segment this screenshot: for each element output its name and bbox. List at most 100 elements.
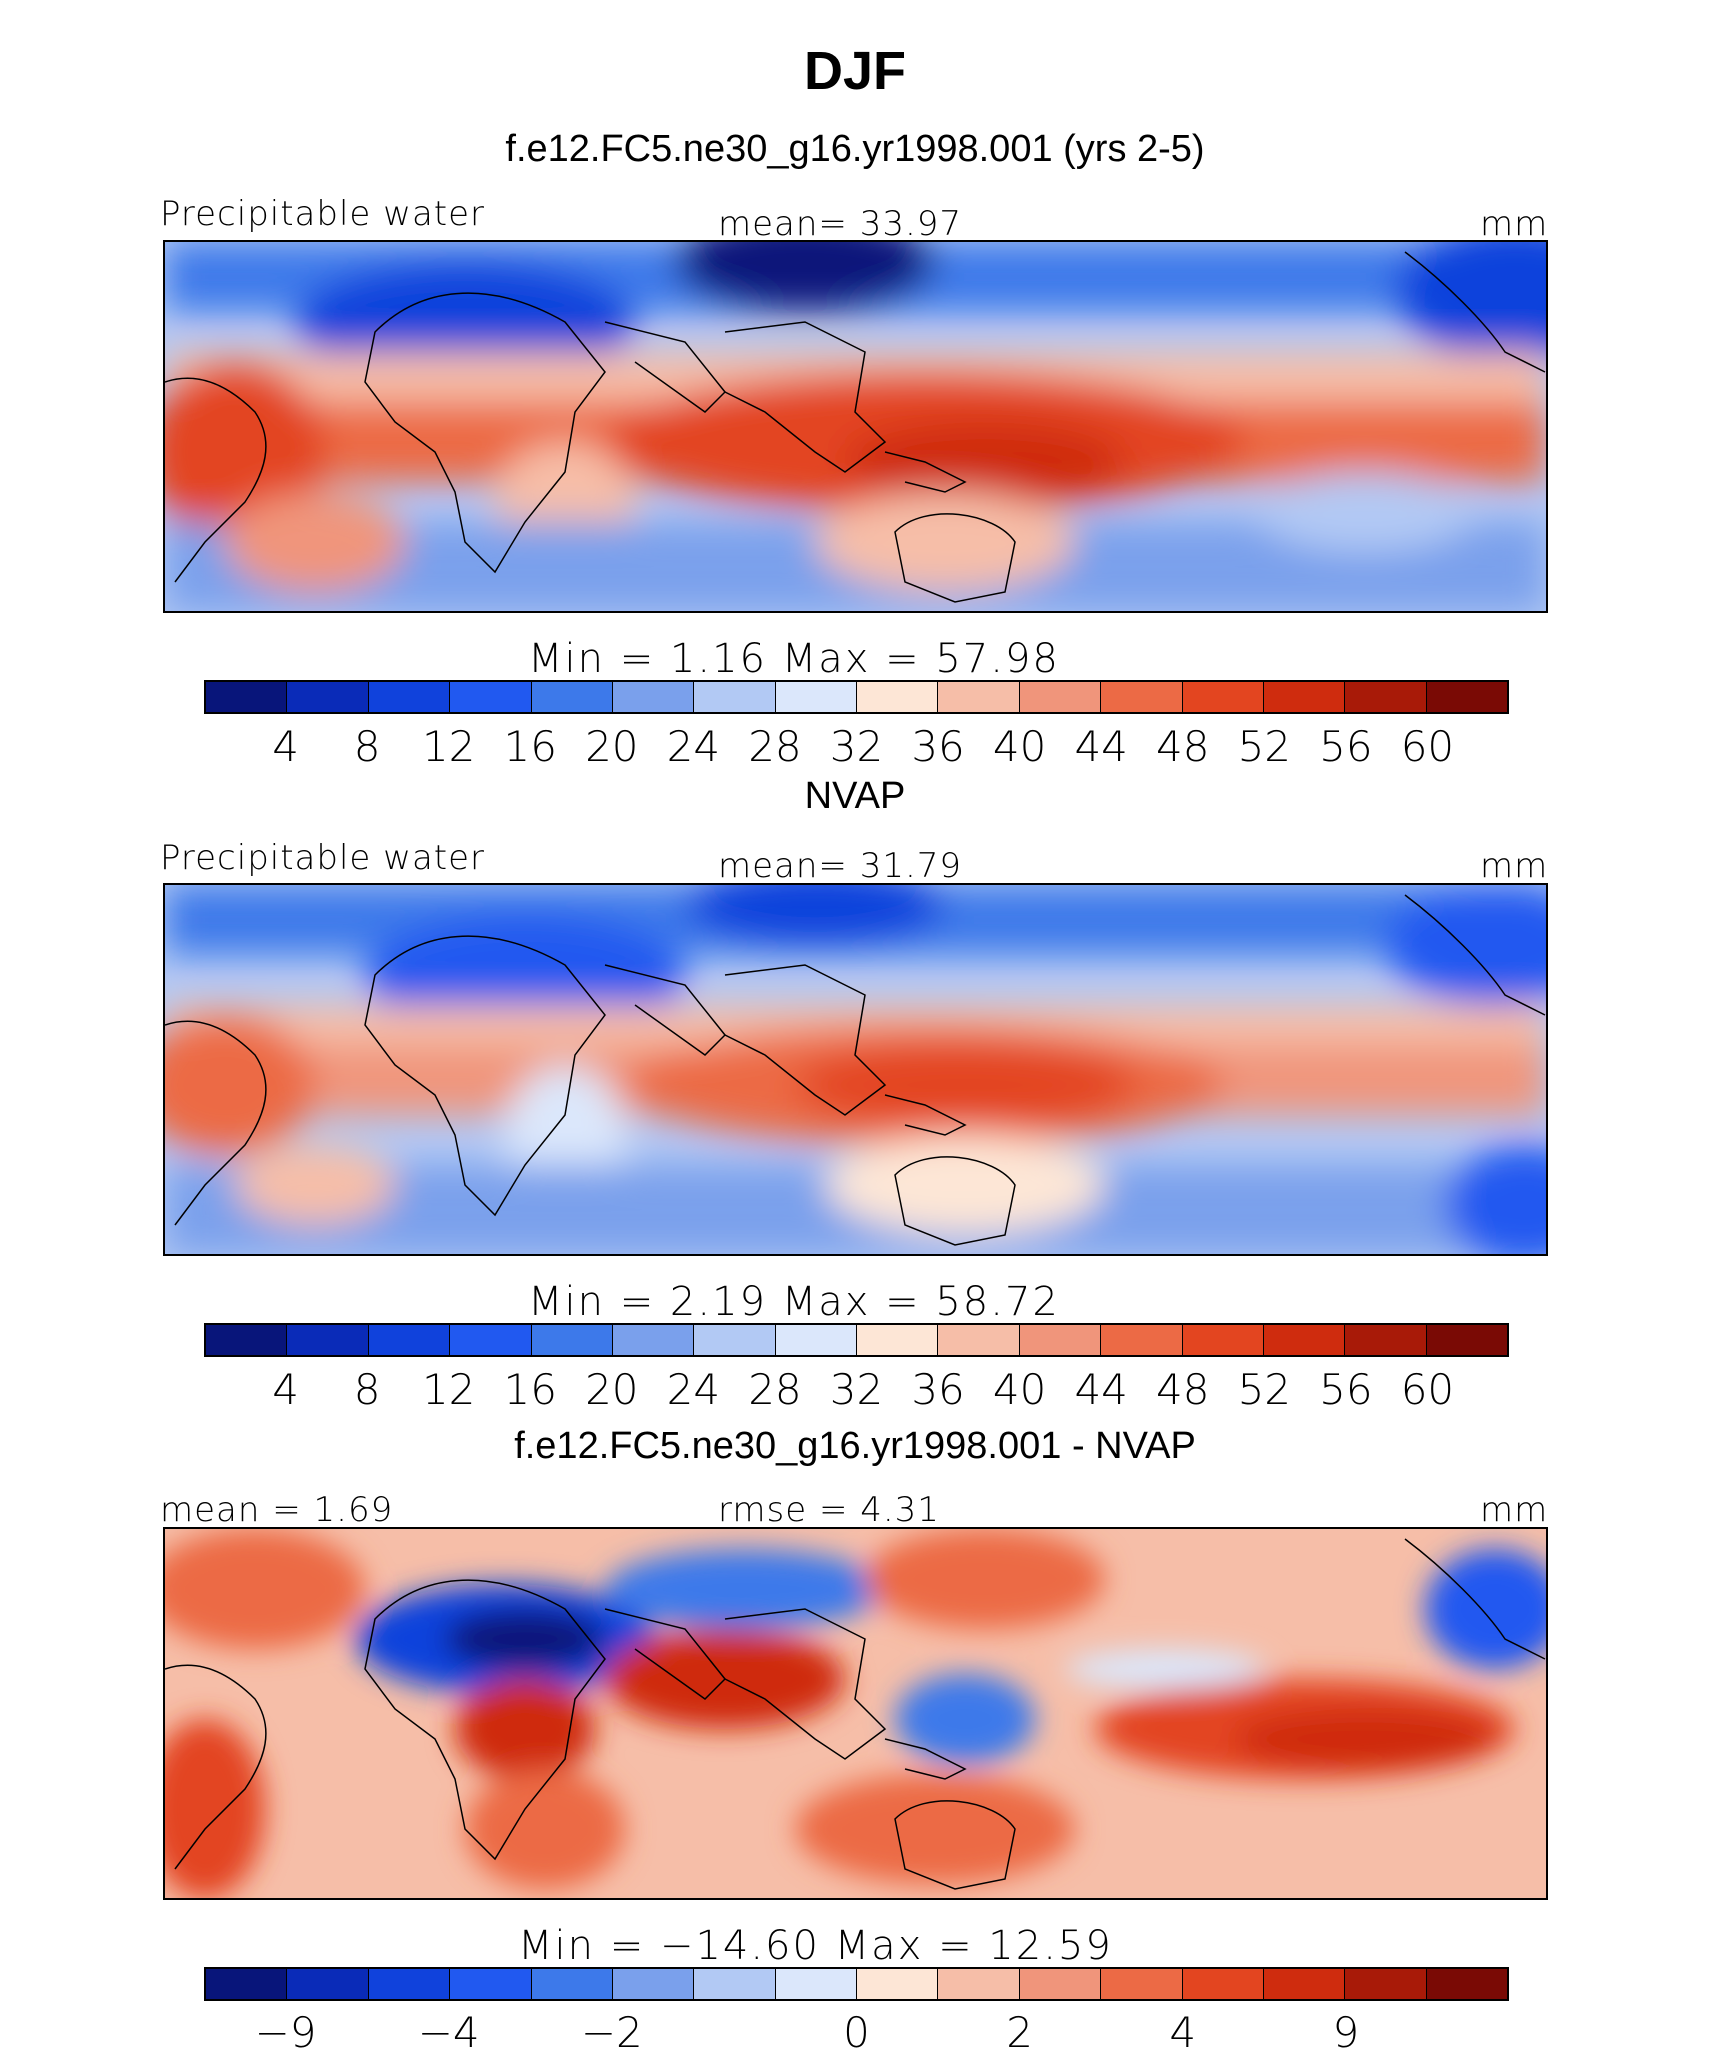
panel-3-title: f.e12.FC5.ne30_g16.yr1998.001 - NVAP	[514, 1425, 1196, 1467]
panel-3-field	[165, 1529, 1546, 1898]
panel-1-variable-label: Precipitable water	[160, 194, 486, 234]
colorbar-tick-label: 9	[1332, 2008, 1360, 2057]
colorbar-tick-label: 60	[1400, 1365, 1455, 1414]
colorbar-tick-label: 52	[1237, 722, 1292, 771]
colorbar-box	[612, 1969, 695, 1999]
colorbar-box	[531, 1325, 613, 1355]
colorbar-box	[531, 1969, 613, 1999]
colorbar-box	[938, 1969, 1020, 1999]
colorbar-tick-label: −2	[580, 2008, 643, 2057]
colorbar-box	[450, 682, 532, 712]
colorbar-tick-label: 40	[992, 722, 1047, 771]
colorbar-box	[287, 1325, 369, 1355]
panel-1-units-label: mm	[1480, 204, 1549, 244]
colorbar-box	[287, 1969, 369, 1999]
panel-1-map	[163, 240, 1548, 613]
colorbar-box	[775, 1969, 857, 1999]
colorbar-box	[368, 682, 451, 712]
colorbar-box	[368, 1969, 451, 1999]
panel-3-min-max: Min = −14.60 Max = 12.59	[518, 1923, 1113, 1969]
colorbar-box	[1101, 1969, 1183, 1999]
colorbar-box	[694, 1969, 776, 1999]
panel-2-map	[163, 883, 1548, 1256]
colorbar-tick-label: 28	[748, 1365, 802, 1414]
colorbar-tick-label: −9	[254, 2008, 317, 2057]
colorbar-box	[1101, 1325, 1183, 1355]
colorbar-tick-label: 56	[1319, 1365, 1373, 1414]
colorbar-box	[450, 1325, 532, 1355]
colorbar-box	[1101, 682, 1183, 712]
colorbar-tick-label: 12	[421, 722, 476, 771]
colorbar-box	[775, 1325, 857, 1355]
colorbar-box	[1019, 682, 1102, 712]
colorbar-box	[368, 1325, 451, 1355]
colorbar-box	[1263, 682, 1346, 712]
coastlines	[165, 1538, 1546, 1890]
panel-2-mean-label: mean= 31.79	[718, 846, 963, 886]
colorbar-box	[857, 1969, 939, 1999]
colorbar-tick-label: 48	[1156, 722, 1210, 771]
panel-1-mean-label: mean= 33.97	[718, 204, 963, 244]
panel-2-title: NVAP	[804, 775, 906, 817]
colorbar-box	[1263, 1969, 1346, 1999]
colorbar-tick-label: 0	[843, 2008, 870, 2057]
colorbar-box	[1426, 1325, 1507, 1355]
colorbar-tick-label: 4	[272, 722, 299, 771]
colorbar-tick-label: 8	[353, 1365, 381, 1414]
panel-3-colorbar	[204, 1967, 1509, 2001]
colorbar-tick-label: 28	[748, 722, 802, 771]
colorbar-box	[1426, 682, 1507, 712]
colorbar-box	[1182, 682, 1264, 712]
colorbar-tick-label: 20	[585, 1365, 639, 1414]
colorbar-box	[857, 1325, 939, 1355]
coastlines	[165, 894, 1546, 1246]
colorbar-tick-label: 2	[1006, 2008, 1033, 2057]
coastlines	[165, 251, 1546, 603]
colorbar-box	[1019, 1969, 1102, 1999]
colorbar-tick-label: 24	[666, 1365, 721, 1414]
panel-2-min-max: Min = 2.19 Max = 58.72	[528, 1279, 1060, 1325]
colorbar-tick-label: 60	[1400, 722, 1455, 771]
colorbar-box	[1182, 1325, 1264, 1355]
panel-3-units-label: mm	[1480, 1490, 1549, 1530]
colorbar-box	[857, 682, 939, 712]
colorbar-tick-label: 44	[1074, 1365, 1128, 1414]
colorbar-box	[1426, 1969, 1507, 1999]
colorbar-box	[206, 1325, 288, 1355]
panel-1-field	[165, 242, 1546, 611]
colorbar-box	[450, 1969, 532, 1999]
colorbar-box	[612, 682, 695, 712]
colorbar-box	[775, 682, 857, 712]
colorbar-tick-label: 44	[1074, 722, 1128, 771]
colorbar-tick-label: 40	[992, 1365, 1047, 1414]
panel-2-field	[165, 885, 1546, 1254]
colorbar-box	[694, 682, 776, 712]
colorbar-tick-label: 4	[272, 1365, 299, 1414]
colorbar-tick-label: 56	[1319, 722, 1373, 771]
colorbar-tick-label: 12	[421, 1365, 476, 1414]
colorbar-box	[287, 682, 369, 712]
colorbar-tick-label: 48	[1156, 1365, 1210, 1414]
colorbar-box	[938, 1325, 1020, 1355]
colorbar-box	[1263, 1325, 1346, 1355]
page-title: DJF	[803, 41, 906, 101]
colorbar-tick-label: 32	[829, 1365, 884, 1414]
colorbar-tick-label: 16	[503, 722, 557, 771]
panel-1-title: f.e12.FC5.ne30_g16.yr1998.001 (yrs 2-5)	[505, 128, 1205, 170]
colorbar-box	[1019, 1325, 1102, 1355]
panel-1-colorbar	[204, 680, 1509, 714]
colorbar-tick-label: 16	[503, 1365, 557, 1414]
colorbar-tick-label: 52	[1237, 1365, 1292, 1414]
colorbar-box	[1345, 1969, 1427, 1999]
colorbar-tick-label: 8	[353, 722, 381, 771]
colorbar-box	[206, 682, 288, 712]
panel-3-mean-label: mean = 1.69	[160, 1490, 394, 1530]
colorbar-box	[206, 1969, 288, 1999]
panel-3-map	[163, 1527, 1548, 1900]
colorbar-tick-label: 4	[1169, 2008, 1197, 2057]
colorbar-tick-label: 20	[585, 722, 639, 771]
colorbar-tick-label: 36	[911, 1365, 965, 1414]
colorbar-box	[1182, 1969, 1264, 1999]
colorbar-box	[612, 1325, 695, 1355]
panel-2-units-label: mm	[1480, 846, 1549, 886]
